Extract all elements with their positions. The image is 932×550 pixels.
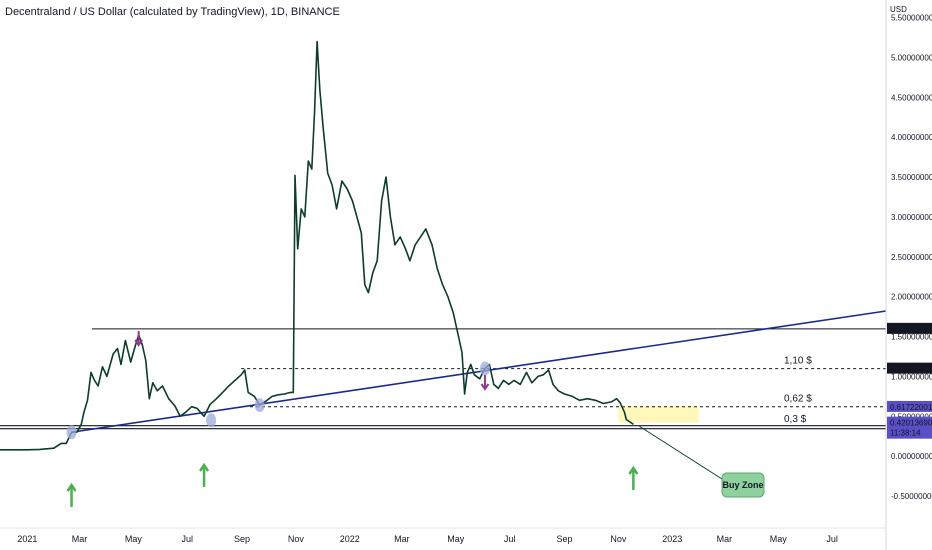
price-tags-layer: 1.596281251.097571860.363101390.61722001… bbox=[887, 322, 932, 439]
price-tag-bg bbox=[887, 416, 932, 439]
time-tick-label: Jul bbox=[826, 534, 838, 544]
price-tag-bg bbox=[887, 362, 932, 374]
price-tick-label: 1.50000000 bbox=[891, 333, 932, 342]
price-tick-label: 3.50000000 bbox=[891, 173, 932, 182]
up-arrow-head bbox=[199, 462, 210, 472]
up-arrow-head bbox=[628, 465, 639, 475]
chart-title: Decentraland / US Dollar (calculated by … bbox=[5, 6, 340, 18]
buy-zone-layer bbox=[618, 405, 699, 423]
up-arrow-icon bbox=[199, 462, 210, 487]
down-arrow-icon bbox=[480, 375, 490, 391]
price-levels-layer: 1,10 $ 0,62 $ 0,3 $ bbox=[0, 328, 886, 430]
price-line bbox=[0, 40, 634, 451]
time-tick-label: Mar bbox=[72, 534, 88, 544]
down-arrow-head bbox=[134, 339, 144, 347]
price-tick-label: 4.00000000 bbox=[891, 133, 932, 142]
touch-marker bbox=[206, 413, 217, 428]
time-tick-label: Jul bbox=[182, 534, 194, 544]
level-annotation: 1,10 $ bbox=[784, 356, 812, 367]
price-tag-bg bbox=[887, 322, 932, 334]
time-tick-label: Nov bbox=[288, 534, 305, 544]
buy-zone-label: Buy Zone bbox=[722, 480, 763, 490]
trend-line bbox=[71, 310, 887, 434]
buy-zone-pointer bbox=[639, 425, 723, 480]
time-tick-label: May bbox=[770, 534, 788, 544]
time-tick-label: 2022 bbox=[340, 534, 360, 544]
buy-zone-label-box bbox=[721, 472, 765, 498]
price-tag-label: 1.59628125 bbox=[890, 325, 932, 334]
price-axis-unit: USD bbox=[890, 5, 907, 14]
time-tick-label: 2021 bbox=[17, 534, 37, 544]
level-annotation: 0,62 $ bbox=[784, 394, 812, 405]
trend-line-layer bbox=[71, 310, 887, 434]
up-arrow-icon bbox=[66, 482, 77, 507]
price-tick-label: -0.50000000 bbox=[891, 492, 932, 501]
down-arrow-icon bbox=[134, 331, 144, 347]
price-tag-countdown: 11:38:14 bbox=[890, 429, 921, 438]
touch-marker bbox=[254, 398, 265, 413]
price-tag-label: 0.42013690 bbox=[890, 419, 932, 428]
down-arrow-head bbox=[480, 383, 490, 391]
buy-zone-rect bbox=[618, 405, 699, 423]
time-tick-label: Mar bbox=[717, 534, 733, 544]
time-tick-label: 2023 bbox=[662, 534, 682, 544]
price-tick-label: 1.00000000 bbox=[891, 372, 932, 381]
price-tick-label: 5.00000000 bbox=[891, 53, 932, 62]
markers-layer: Buy Zone bbox=[66, 361, 765, 498]
level-annotation: 0,3 $ bbox=[784, 414, 807, 425]
time-tick-label: Sep bbox=[234, 534, 250, 544]
time-tick-label: Nov bbox=[610, 534, 627, 544]
up-arrow-icon bbox=[628, 465, 639, 490]
price-tick-label: 2.50000000 bbox=[891, 253, 932, 262]
up-arrow-head bbox=[66, 482, 77, 492]
price-tick-label: 3.00000000 bbox=[891, 213, 932, 222]
price-tag-label: 1.09757186 bbox=[890, 365, 932, 374]
price-tick-label: 2.00000000 bbox=[891, 293, 932, 302]
time-tick-label: May bbox=[447, 534, 465, 544]
time-tick-label: Sep bbox=[556, 534, 572, 544]
price-tick-label: 5.50000000 bbox=[891, 14, 932, 23]
arrows-layer bbox=[66, 331, 639, 507]
time-tick-label: Mar bbox=[394, 534, 410, 544]
price-tick-label: 4.50000000 bbox=[891, 93, 932, 102]
time-tick-label: Jul bbox=[504, 534, 516, 544]
price-line-layer bbox=[0, 40, 634, 451]
time-tick-label: May bbox=[125, 534, 143, 544]
touch-marker bbox=[66, 425, 77, 440]
price-tag-bg bbox=[887, 400, 932, 412]
price-tick-label: 0.00000000 bbox=[891, 452, 932, 461]
price-tag-label: 0.61722001 bbox=[890, 403, 932, 412]
touch-marker bbox=[479, 361, 490, 376]
